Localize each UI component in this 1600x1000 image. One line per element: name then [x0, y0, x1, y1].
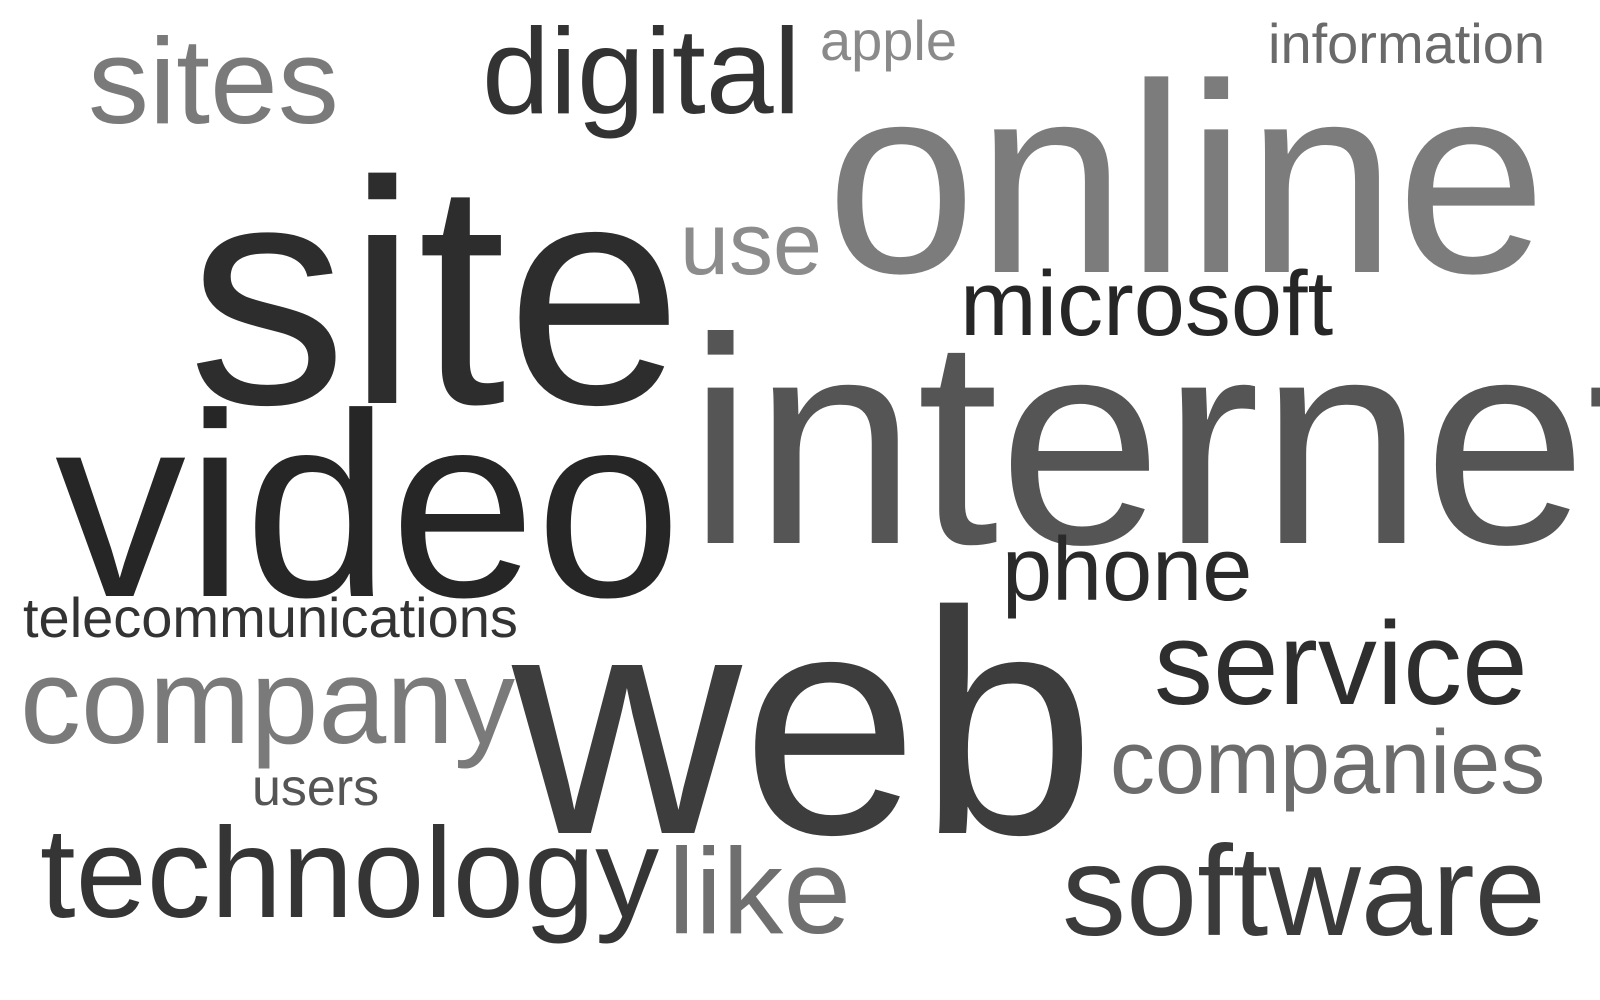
word-telecommunications: telecommunications [23, 586, 518, 649]
word-software: software [1062, 820, 1546, 963]
word-web: web [512, 546, 1096, 901]
word-digital: digital [482, 3, 801, 139]
word-service: service [1154, 598, 1528, 730]
word-users: users [252, 759, 380, 817]
word-like: like [668, 823, 852, 959]
word-use: use [680, 194, 822, 293]
word-apple: apple [820, 9, 958, 72]
word-microsoft: microsoft [960, 253, 1334, 355]
word-video: video [55, 359, 682, 652]
word-sites: sites [88, 13, 339, 149]
word-internet: internet [688, 278, 1600, 606]
word-phone: phone [1002, 520, 1253, 620]
word-technology: technology [40, 802, 660, 945]
word-site: site [188, 116, 683, 471]
word-company: company [20, 633, 516, 769]
word-information: information [1268, 12, 1546, 75]
word-companies: companies [1110, 713, 1546, 813]
word-online: online [826, 29, 1547, 330]
